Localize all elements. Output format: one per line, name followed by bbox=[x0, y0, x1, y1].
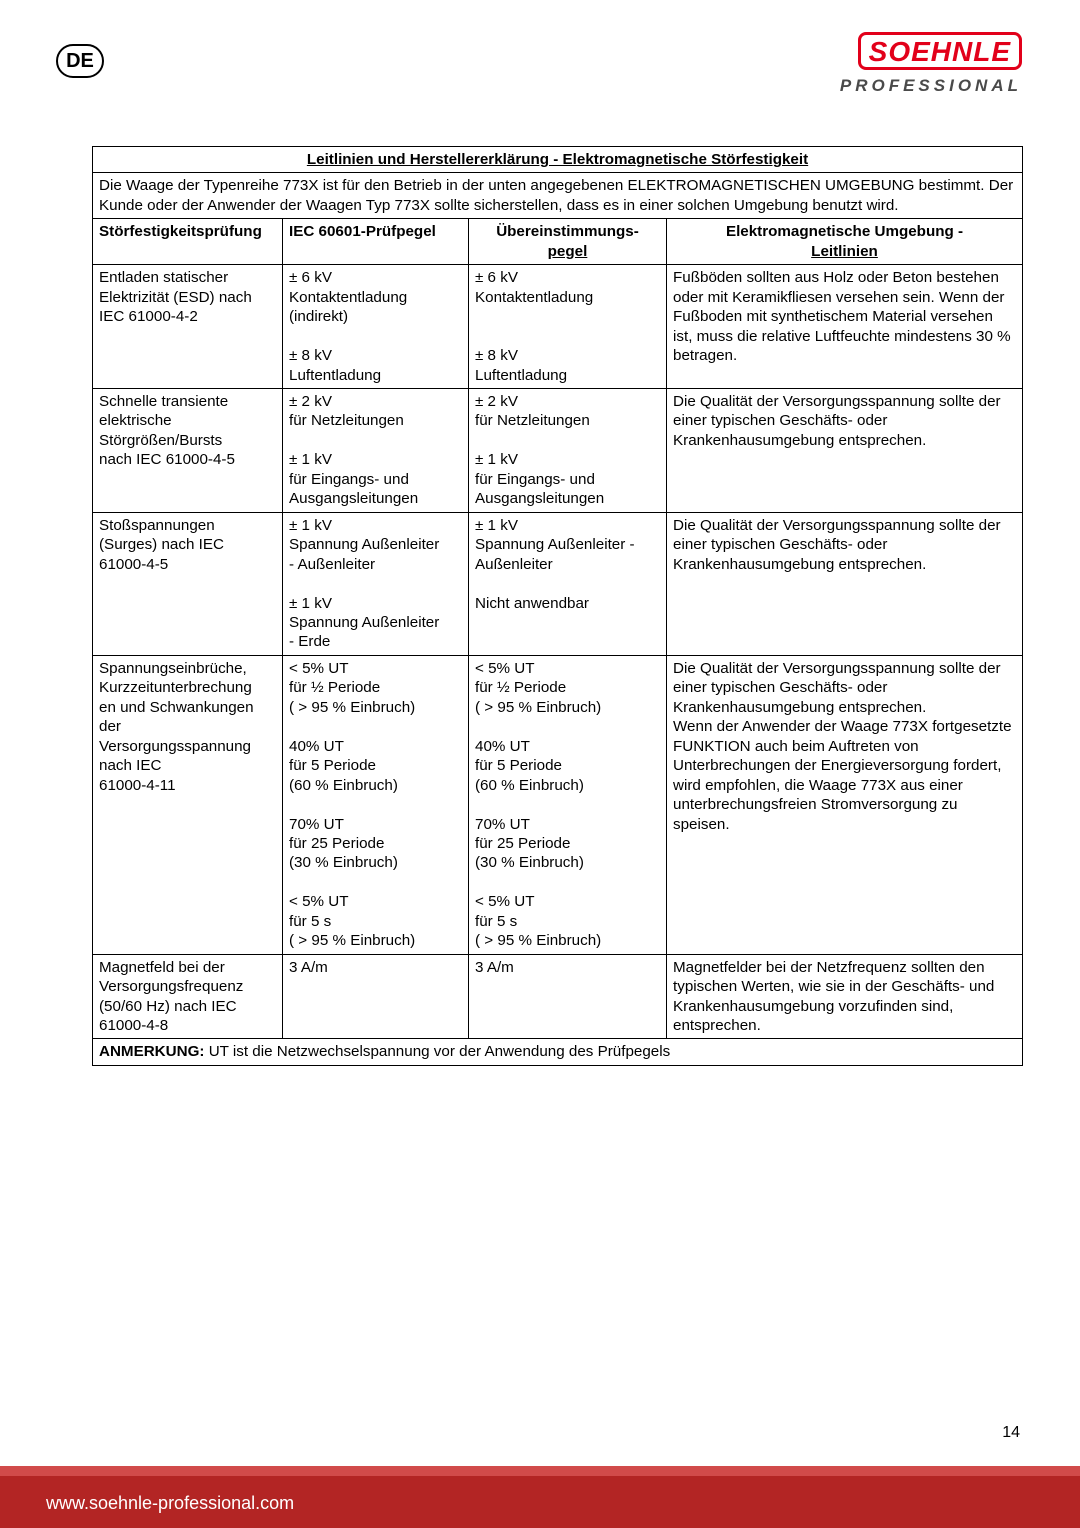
footer-url: www.soehnle-professional.com bbox=[46, 1493, 294, 1514]
cell-compliance: < 5% UTfür ½ Periode( > 95 % Einbruch) 4… bbox=[469, 655, 667, 954]
cell-compliance: 3 A/m bbox=[469, 954, 667, 1039]
cell-level: ± 2 kVfür Netzleitungen ± 1 kVfür Eingan… bbox=[283, 388, 469, 512]
brand-logo: SOEHNLE PROFESSIONAL bbox=[840, 32, 1022, 96]
cell-compliance: ± 1 kVSpannung Außenleiter -Außenleiter … bbox=[469, 512, 667, 655]
cell-guidance: Die Qualität der Versorgungsspannung sol… bbox=[667, 388, 1023, 512]
cell-level: ± 6 kVKontaktentladung(indirekt) ± 8 kVL… bbox=[283, 265, 469, 389]
header-col3: Übereinstimmungs- pegel bbox=[469, 219, 667, 265]
table-header-row: Störfestigkeitsprüfung IEC 60601-Prüfpeg… bbox=[93, 219, 1023, 265]
brand-logo-main: SOEHNLE bbox=[858, 32, 1022, 70]
table-row: Schnelle transienteelektrischeStörgrößen… bbox=[93, 388, 1023, 512]
cell-level: < 5% UTfür ½ Periode( > 95 % Einbruch) 4… bbox=[283, 655, 469, 954]
cell-guidance: Fußböden sollten aus Holz oder Beton bes… bbox=[667, 265, 1023, 389]
cell-compliance: ± 6 kVKontaktentladung ± 8 kVLuftentladu… bbox=[469, 265, 667, 389]
page-number: 14 bbox=[1002, 1424, 1020, 1442]
cell-test: Spannungseinbrüche,Kurzzeitunterbrechung… bbox=[93, 655, 283, 954]
language-badge-text: DE bbox=[66, 50, 94, 73]
cell-test: Magnetfeld bei derVersorgungsfrequenz(50… bbox=[93, 954, 283, 1039]
cell-test: Schnelle transienteelektrischeStörgrößen… bbox=[93, 388, 283, 512]
table-row: Magnetfeld bei derVersorgungsfrequenz(50… bbox=[93, 954, 1023, 1039]
table-row: Spannungseinbrüche,Kurzzeitunterbrechung… bbox=[93, 655, 1023, 954]
table-row: Stoßspannungen(Surges) nach IEC61000-4-5… bbox=[93, 512, 1023, 655]
emc-table: Leitlinien und Herstellererklärung - Ele… bbox=[92, 146, 1023, 1066]
cell-test: Entladen statischerElektrizität (ESD) na… bbox=[93, 265, 283, 389]
table-title: Leitlinien und Herstellererklärung - Ele… bbox=[93, 147, 1023, 173]
table-intro: Die Waage der Typenreihe 773X ist für de… bbox=[93, 173, 1023, 219]
table-row: Entladen statischerElektrizität (ESD) na… bbox=[93, 265, 1023, 389]
table-intro-row: Die Waage der Typenreihe 773X ist für de… bbox=[93, 173, 1023, 219]
table-title-row: Leitlinien und Herstellererklärung - Ele… bbox=[93, 147, 1023, 173]
cell-guidance: Die Qualität der Versorgungsspannung sol… bbox=[667, 655, 1023, 954]
cell-level: 3 A/m bbox=[283, 954, 469, 1039]
cell-test: Stoßspannungen(Surges) nach IEC61000-4-5 bbox=[93, 512, 283, 655]
table-footnote: ANMERKUNG: UT ist die Netzwechselspannun… bbox=[93, 1039, 1023, 1065]
footer-accent-bar bbox=[0, 1466, 1080, 1476]
cell-compliance: ± 2 kVfür Netzleitungen ± 1 kVfür Eingan… bbox=[469, 388, 667, 512]
brand-logo-sub: PROFESSIONAL bbox=[840, 76, 1022, 96]
header-col1: Störfestigkeitsprüfung bbox=[93, 219, 283, 265]
header-col4: Elektromagnetische Umgebung - Leitlinien bbox=[667, 219, 1023, 265]
table-footnote-row: ANMERKUNG: UT ist die Netzwechselspannun… bbox=[93, 1039, 1023, 1065]
language-badge: DE bbox=[56, 44, 104, 78]
content-area: Leitlinien und Herstellererklärung - Ele… bbox=[92, 146, 1022, 1066]
cell-level: ± 1 kVSpannung Außenleiter- Außenleiter … bbox=[283, 512, 469, 655]
cell-guidance: Magnetfelder bei der Netzfrequenz sollte… bbox=[667, 954, 1023, 1039]
cell-guidance: Die Qualität der Versorgungsspannung sol… bbox=[667, 512, 1023, 655]
header-col2: IEC 60601-Prüfpegel bbox=[283, 219, 469, 265]
